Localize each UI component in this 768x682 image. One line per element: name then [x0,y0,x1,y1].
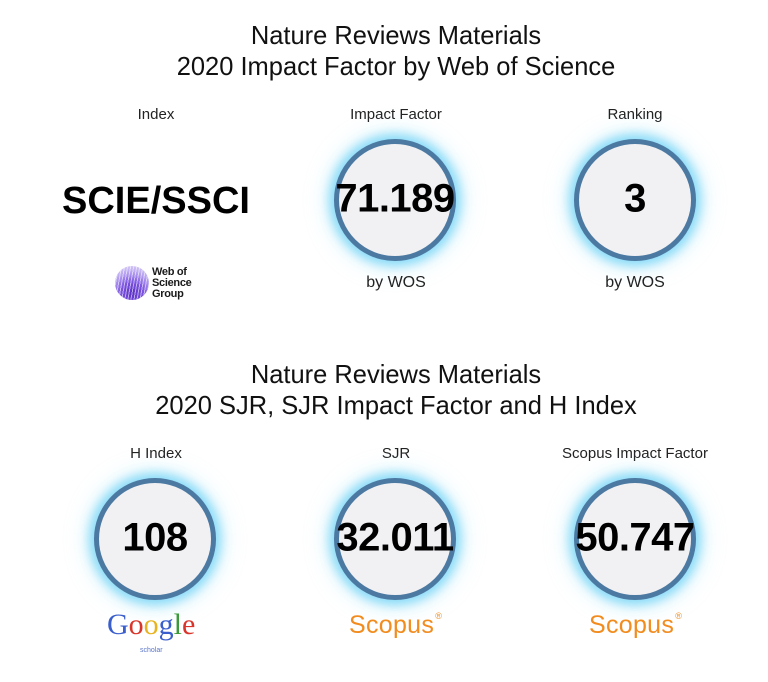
index-value: SCIE/SSCI [62,180,250,222]
section-1-title-line-2: 2020 Impact Factor by Web of Science [176,51,616,81]
scopus-impact-factor-circle: 50.747 [574,478,696,600]
ranking-circle: 3 [574,139,696,261]
sjr-value: 32.011 [336,515,454,560]
sjr-label: SJR [381,445,411,462]
section-1-title-line-1: Nature Reviews Materials [250,20,542,50]
section-1-title: Nature Reviews Materials 2020 Impact Fac… [8,20,768,82]
impact-factor-column: Impact Factor [276,106,516,124]
section-2-title-line-1: Nature Reviews Materials [250,359,542,389]
h-index-value: 108 [122,515,188,560]
ranking-value: 3 [624,176,646,221]
impact-factor-circle: 71.189 [334,139,456,261]
h-index-label: H Index [130,445,182,462]
scopus-logo-impact-factor: Scopus® [589,611,683,639]
h-index-circle: 108 [94,478,216,600]
scopus-impact-factor-column: Scopus Impact Factor [515,445,755,463]
scopus-logo-sjr: Scopus® [349,611,443,639]
index-column: Index [36,106,276,124]
section-2-title-line-2: 2020 SJR, SJR Impact Factor and H Index [155,390,637,420]
scopus-impact-factor-label: Scopus Impact Factor [562,445,708,462]
h-index-column: H Index [36,445,276,463]
sjr-column: SJR [276,445,516,463]
index-label: Index [137,106,175,123]
impact-factor-label: Impact Factor [350,106,442,123]
section-2-title: Nature Reviews Materials 2020 SJR, SJR I… [8,359,768,421]
ranking-source: by WOS [605,274,665,291]
ranking-label: Ranking [607,106,663,123]
sjr-circle: 32.011 [334,478,456,600]
scopus-impact-factor-value: 50.747 [575,515,695,560]
ranking-column: Ranking [515,106,755,124]
google-scholar-logo: Google scholar [107,610,195,655]
impact-factor-source: by WOS [366,274,426,291]
impact-factor-value: 71.189 [335,176,455,221]
google-scholar-sub-label: scholar [140,647,163,654]
web-of-science-orb-icon [115,266,149,300]
web-of-science-logo: Web of Science Group [115,266,192,300]
